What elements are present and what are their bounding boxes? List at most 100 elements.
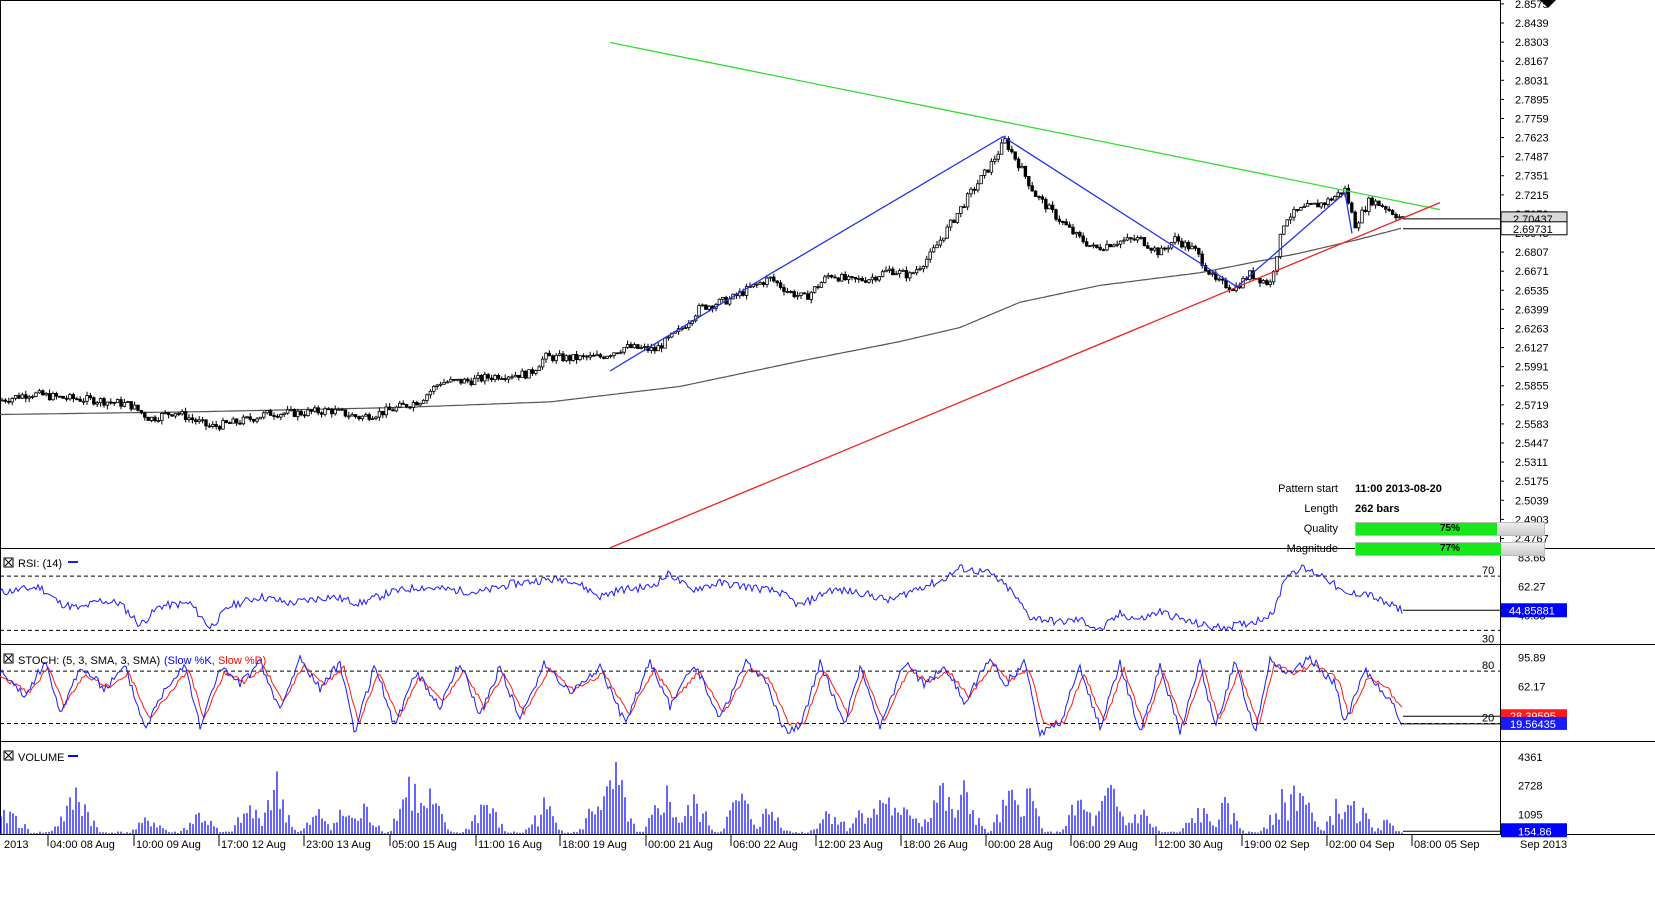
candle-body — [1112, 244, 1116, 248]
quality-percent: 75% — [1439, 523, 1460, 534]
candle-body — [204, 419, 208, 427]
candle-body — [262, 412, 266, 418]
candle-body — [370, 418, 375, 420]
candle-body — [1356, 222, 1361, 229]
candle-body — [37, 390, 42, 394]
candle-body — [207, 425, 212, 428]
candle-body — [1384, 206, 1388, 210]
candle-body — [180, 411, 184, 415]
candle-body — [659, 345, 664, 349]
candle-body — [826, 275, 830, 278]
main-y-tick-label: 2.6263 — [1515, 323, 1549, 335]
candle-body — [20, 394, 25, 399]
candle-body — [1101, 249, 1106, 252]
candle-body — [894, 273, 898, 276]
candle-body — [666, 336, 671, 339]
candle-body — [126, 401, 130, 403]
candle-body — [598, 354, 603, 358]
candle-body — [479, 374, 484, 382]
candle-body — [7, 400, 11, 403]
x-tick-label: 10:00 09 Aug — [136, 839, 201, 851]
candle-body — [537, 366, 541, 371]
candle-body — [156, 420, 161, 422]
candle-body — [955, 213, 960, 223]
resistance-trendline — [609, 41, 1441, 211]
volume-y-tick-label: 4361 — [1518, 752, 1542, 764]
candle-body — [639, 347, 643, 349]
candle-body — [1125, 237, 1130, 241]
candle-body — [319, 412, 324, 415]
candle-body — [177, 413, 181, 415]
candle-body — [642, 346, 647, 348]
moving-average-line — [0, 227, 1402, 416]
candle-body — [1220, 278, 1225, 281]
magnitude-label: Magnitude — [1286, 543, 1338, 555]
candle-body — [799, 292, 803, 296]
candle-body — [1186, 241, 1191, 250]
candle-body — [1197, 247, 1201, 255]
candle-body — [948, 219, 953, 228]
candle-body — [778, 282, 783, 288]
candle-body — [1336, 192, 1340, 197]
candle-body — [816, 286, 820, 289]
x-tick-label: 19:00 02 Sep — [1244, 839, 1309, 851]
candle-body — [1115, 243, 1119, 246]
candle-body — [789, 290, 793, 293]
x-tick-label: 04:00 08 Aug — [50, 839, 115, 851]
candle-body — [557, 353, 562, 356]
candle-body — [636, 344, 640, 349]
candle-body — [136, 404, 140, 411]
candle-body — [343, 409, 348, 417]
candle-body — [809, 291, 813, 300]
candle-body — [1067, 224, 1072, 228]
candle-body — [534, 370, 538, 374]
candle-body — [758, 282, 762, 285]
candle-body — [585, 355, 589, 358]
main-y-tick-label: 2.7215 — [1515, 190, 1549, 202]
candle-body — [1149, 247, 1153, 251]
candle-body — [1285, 219, 1289, 227]
candle-body — [282, 412, 286, 415]
candle-body — [921, 266, 926, 270]
candle-body — [972, 188, 977, 191]
candle-body — [105, 401, 110, 406]
candle-body — [629, 344, 633, 349]
candle-body — [877, 276, 881, 281]
candle-body — [61, 395, 65, 399]
candle-body — [265, 410, 269, 414]
volume-current-value-box: 154.86 — [1501, 823, 1567, 838]
candle-body — [166, 412, 171, 416]
candle-body — [1377, 200, 1381, 206]
candle-body — [241, 416, 246, 425]
candle-body — [34, 392, 38, 397]
candle-body — [1326, 198, 1330, 206]
candle-body — [466, 378, 470, 382]
candle-body — [418, 402, 422, 406]
candle-body — [411, 401, 416, 408]
candle-body — [255, 418, 259, 422]
candle-body — [547, 352, 552, 357]
candle-body — [381, 410, 385, 416]
candle-body — [1322, 202, 1327, 206]
candle-body — [772, 276, 776, 282]
candle-body — [1329, 198, 1334, 201]
candle-body — [721, 297, 725, 300]
candle-body — [445, 381, 450, 384]
candle-body — [1360, 209, 1364, 224]
volume-title: VOLUME — [3, 750, 78, 764]
candle-body — [704, 304, 708, 310]
candle-body — [527, 369, 531, 379]
main-y-tick-label: 2.8031 — [1515, 75, 1549, 87]
volume-close-icon-x — [4, 751, 13, 760]
rsi-current-value-box: 44.85881 — [1501, 603, 1567, 618]
volume-bars — [0, 762, 1403, 834]
stoch-level-label: 20 — [1482, 713, 1494, 725]
candle-body — [1037, 196, 1041, 198]
quality-label: Quality — [1303, 523, 1338, 535]
pattern-info-panel: Pattern start 11:00 2013-08-20 Length 26… — [1270, 480, 1570, 560]
candle-body — [914, 269, 919, 274]
candle-body — [493, 374, 497, 380]
candle-body — [425, 394, 429, 401]
chart-menu-arrow-icon[interactable] — [1540, 0, 1556, 8]
x-tick-label: 08:00 05 Sep — [1414, 839, 1479, 851]
